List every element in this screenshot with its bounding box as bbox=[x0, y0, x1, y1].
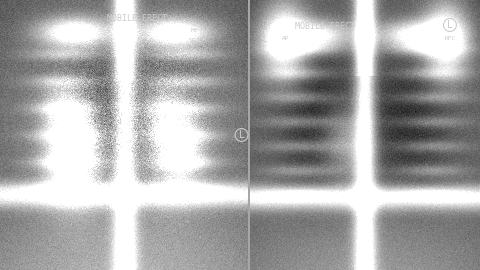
Text: MOBILE ERECT: MOBILE ERECT bbox=[295, 22, 355, 31]
Text: MY: MY bbox=[191, 28, 198, 33]
Text: L: L bbox=[239, 130, 244, 140]
Text: L: L bbox=[447, 20, 453, 30]
Text: MOBILE ERECT: MOBILE ERECT bbox=[107, 14, 167, 23]
Text: AP: AP bbox=[282, 36, 290, 41]
Text: SGT: SGT bbox=[189, 38, 200, 43]
Text: KFC: KFC bbox=[444, 36, 456, 41]
